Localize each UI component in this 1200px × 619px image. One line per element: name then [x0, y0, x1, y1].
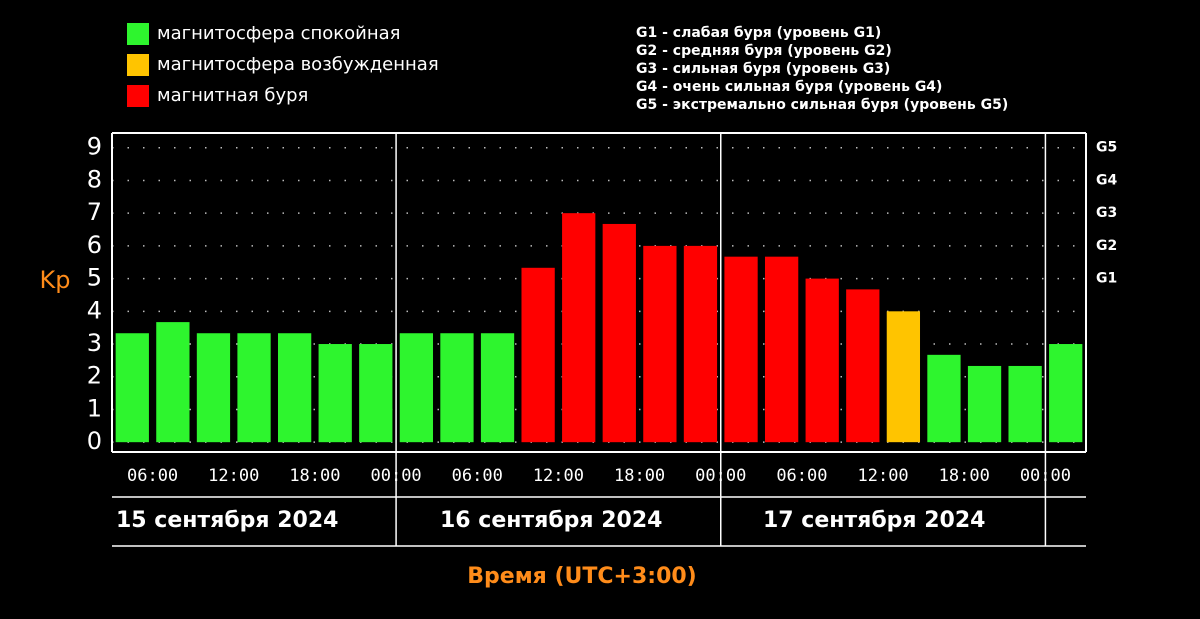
y2-tick-label: G4 — [1096, 172, 1117, 188]
bar — [1008, 365, 1042, 443]
bar — [399, 333, 434, 443]
bar — [602, 223, 636, 443]
bar — [237, 333, 271, 443]
bar — [846, 289, 880, 443]
bar — [724, 256, 758, 443]
y2-tick-label: G5 — [1096, 140, 1117, 156]
storm-level: G2 - средняя буря (уровень G2) — [636, 43, 892, 59]
y-tick-label: 0 — [87, 427, 102, 455]
y-axis-label: Kp — [40, 266, 71, 294]
bar — [927, 354, 961, 443]
bar — [805, 278, 839, 443]
bar — [967, 365, 1002, 443]
x-axis-label: Время (UTC+3:00) — [467, 564, 697, 589]
bar — [643, 245, 677, 443]
day-label: 16 сентября 2024 — [440, 508, 662, 533]
x-tick-label: 06:00 — [127, 466, 178, 486]
y-tick-label: 5 — [87, 264, 102, 292]
storm-level: G5 - экстремально сильная буря (уровень … — [636, 97, 1008, 113]
bar — [115, 333, 149, 443]
y2-tick-label: G1 — [1096, 271, 1117, 287]
bar — [440, 333, 474, 443]
x-tick-label: 06:00 — [776, 466, 827, 486]
day-label: 17 сентября 2024 — [763, 508, 985, 533]
storm-level: G1 - слабая буря (уровень G1) — [636, 25, 881, 41]
bar — [480, 333, 515, 443]
legend-label: магнитосфера спокойная — [157, 23, 400, 44]
legend-swatch — [127, 54, 149, 76]
bar — [886, 311, 921, 443]
y-tick-label: 3 — [87, 329, 102, 357]
bar — [277, 333, 312, 443]
bar — [764, 256, 799, 443]
x-tick-label: 12:00 — [208, 466, 259, 486]
x-tick-label: 12:00 — [533, 466, 584, 486]
bar — [318, 344, 352, 443]
legend-label: магнитосфера возбужденная — [157, 54, 439, 75]
y-tick-label: 4 — [87, 296, 102, 324]
y-tick-label: 9 — [87, 133, 102, 161]
storm-level: G4 - очень сильная буря (уровень G4) — [636, 79, 942, 95]
x-tick-label: 18:00 — [289, 466, 340, 486]
y-tick-label: 7 — [87, 198, 102, 226]
x-tick-label: 18:00 — [614, 466, 665, 486]
bar — [521, 267, 555, 443]
bar — [196, 333, 231, 443]
y-tick-label: 8 — [87, 165, 102, 193]
bar — [1049, 344, 1083, 443]
x-tick-label: 12:00 — [857, 466, 908, 486]
x-tick-label: 06:00 — [452, 466, 503, 486]
y2-tick-label: G3 — [1096, 205, 1117, 221]
legend-swatch — [127, 85, 149, 107]
day-label: 15 сентября 2024 — [116, 508, 338, 533]
y-tick-label: 6 — [87, 231, 102, 259]
x-tick-label: 18:00 — [939, 466, 990, 486]
bar — [683, 245, 718, 443]
legend-label: магнитная буря — [157, 85, 308, 106]
bar — [359, 344, 393, 443]
y2-tick-label: G2 — [1096, 238, 1117, 254]
bar — [562, 213, 596, 443]
y-tick-label: 2 — [87, 362, 102, 390]
storm-level: G3 - сильная буря (уровень G3) — [636, 61, 890, 77]
bar — [156, 322, 190, 443]
y-tick-label: 1 — [87, 394, 102, 422]
legend-swatch — [127, 23, 149, 45]
